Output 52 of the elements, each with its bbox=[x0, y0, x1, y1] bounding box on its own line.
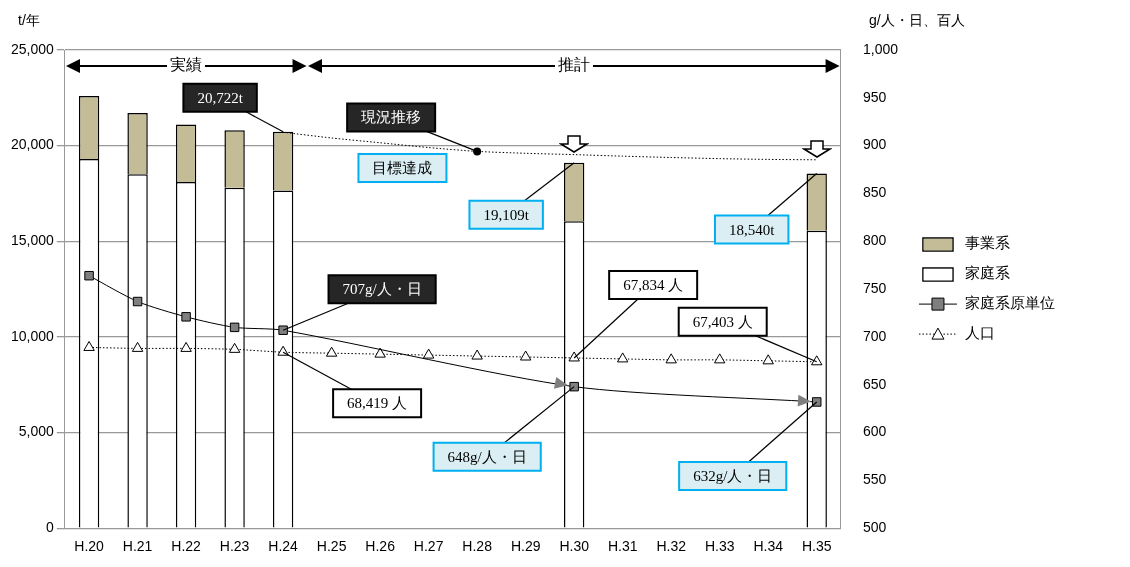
x-tick-label: H.27 bbox=[413, 538, 444, 555]
y2-axis-title: g/人・日、百人 bbox=[868, 11, 965, 28]
legend-label: 事業系 bbox=[964, 234, 1010, 252]
x-tick-label: H.24 bbox=[268, 538, 299, 555]
y2-tick-label: 950 bbox=[862, 88, 887, 105]
annotation: 18,540t bbox=[729, 221, 776, 238]
x-tick-label: H.30 bbox=[559, 538, 590, 555]
y2-tick-label: 750 bbox=[862, 279, 887, 296]
y2-tick-label: 500 bbox=[862, 519, 887, 536]
annotation: 目標達成 bbox=[372, 159, 433, 176]
y-tick-label: 5,000 bbox=[18, 423, 55, 440]
y2-tick-label: 550 bbox=[862, 471, 887, 488]
x-tick-label: H.32 bbox=[656, 538, 687, 555]
annotation: 67,403 人 bbox=[692, 313, 753, 330]
legend-label: 家庭系原単位 bbox=[964, 294, 1055, 312]
legend-label: 人口 bbox=[964, 324, 995, 342]
y-tick-label: 20,000 bbox=[10, 136, 55, 153]
x-tick-label: H.23 bbox=[219, 538, 250, 555]
annotation: 20,722t bbox=[197, 89, 244, 106]
x-tick-label: H.31 bbox=[607, 538, 638, 555]
x-tick-label: H.33 bbox=[704, 538, 735, 555]
x-tick-label: H.26 bbox=[365, 538, 396, 555]
y-tick-label: 25,000 bbox=[10, 40, 55, 57]
y-tick-label: 15,000 bbox=[10, 232, 55, 249]
y2-tick-label: 650 bbox=[862, 375, 887, 392]
y2-tick-label: 1,000 bbox=[862, 40, 899, 57]
x-tick-label: H.35 bbox=[801, 538, 832, 555]
annotation: 68,419 人 bbox=[347, 395, 408, 412]
data-label: 648g/人・日 bbox=[447, 448, 527, 465]
annotation: 実績 bbox=[167, 55, 206, 75]
y2-tick-label: 900 bbox=[862, 136, 887, 153]
y2-tick-label: 700 bbox=[862, 327, 887, 344]
y2-tick-label: 600 bbox=[862, 423, 887, 440]
legend-label: 家庭系 bbox=[964, 264, 1010, 282]
y-tick-label: 0 bbox=[46, 519, 55, 536]
y-tick-label: 10,000 bbox=[10, 327, 55, 344]
annotation: 19,109t bbox=[483, 206, 530, 223]
annotation: 67,834 人 bbox=[623, 276, 684, 293]
annotation: 現況推移 bbox=[361, 109, 422, 126]
data-label: 707g/人・日 bbox=[342, 281, 422, 298]
x-tick-label: H.29 bbox=[510, 538, 541, 555]
y2-tick-label: 800 bbox=[862, 232, 887, 249]
x-tick-label: H.21 bbox=[122, 538, 153, 555]
y2-tick-label: 850 bbox=[862, 184, 887, 201]
x-tick-label: H.25 bbox=[316, 538, 347, 555]
x-tick-label: H.28 bbox=[462, 538, 493, 555]
data-label: 632g/人・日 bbox=[693, 467, 773, 484]
x-tick-label: H.34 bbox=[753, 538, 784, 555]
x-tick-label: H.22 bbox=[171, 538, 202, 555]
y-axis-title: t/年 bbox=[18, 11, 40, 28]
x-tick-label: H.20 bbox=[74, 538, 105, 555]
annotation: 推計 bbox=[555, 55, 594, 75]
